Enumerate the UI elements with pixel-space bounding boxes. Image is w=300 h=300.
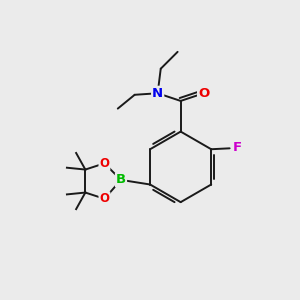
Text: N: N: [152, 87, 163, 100]
Text: B: B: [116, 173, 126, 186]
Text: O: O: [99, 192, 110, 205]
Text: O: O: [99, 157, 110, 170]
Text: O: O: [198, 87, 209, 100]
Text: F: F: [233, 141, 242, 154]
